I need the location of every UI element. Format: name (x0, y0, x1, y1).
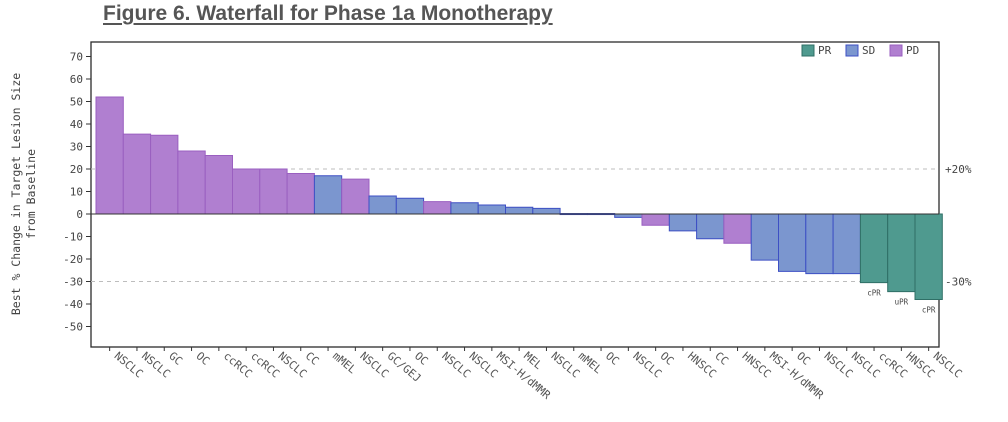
bar (204, 155, 233, 215)
reference-line-label: -30% (945, 276, 972, 289)
bar (259, 168, 288, 215)
y-tick-label: 50 (70, 96, 83, 109)
y-axis-title: Best % Change in Target Lesion Sizefrom … (9, 73, 38, 315)
legend: PR SD PD (801, 44, 919, 57)
bar (641, 213, 670, 226)
y-tick-label: 0 (76, 208, 83, 221)
x-tick-label: NSCLC (849, 349, 883, 380)
x-tick-label: ccRCC (221, 349, 255, 380)
bar (395, 197, 425, 215)
y-axis-title-line: from Baseline (24, 149, 38, 239)
bars (95, 96, 943, 300)
y-tick-label: 20 (70, 163, 83, 176)
bar (805, 213, 834, 275)
x-tick-label: OC (194, 349, 213, 367)
x-tick-label: NSCLC (276, 349, 310, 380)
x-tick-label: NSCLC (467, 349, 501, 380)
x-tick-label: NSCLC (931, 349, 965, 380)
legend-label: SD (862, 44, 875, 57)
bar (914, 213, 943, 300)
bar (505, 206, 534, 215)
bar (723, 213, 752, 244)
bar (859, 213, 889, 284)
x-tick-label: HNSCC (740, 349, 774, 380)
x-tick-label: NSCLC (822, 349, 856, 380)
x-tick-label: mMEL (330, 349, 359, 376)
bar (750, 213, 780, 261)
legend-item: SD (845, 44, 875, 57)
x-tick-label: CC (712, 349, 731, 367)
x-tick-label: OC (794, 349, 813, 367)
legend-swatch (889, 44, 903, 57)
y-tick-label: 60 (70, 73, 83, 86)
legend-item: PD (889, 44, 919, 57)
x-tick-label: NSCLC (439, 349, 473, 380)
y-tick-label: 40 (70, 118, 83, 131)
bar (477, 204, 507, 215)
y-tick-label: -30 (63, 276, 83, 289)
x-tick-label: NSCLC (112, 349, 146, 380)
bar (150, 134, 179, 215)
x-tick-label: HNSCC (903, 349, 937, 380)
bar (286, 173, 315, 215)
bar (313, 175, 343, 215)
y-axis-title-line: Best % Change in Target Lesion Size (9, 73, 23, 315)
legend-swatch (801, 44, 815, 57)
y-tick-label: 70 (70, 51, 83, 64)
y-tick-label: -10 (63, 231, 83, 244)
x-tick-label: HNSCC (685, 349, 719, 380)
x-tick-label: NSCLC (139, 349, 173, 380)
bar (614, 213, 643, 218)
y-tick-label: 10 (70, 186, 83, 199)
legend-item: PR (801, 44, 832, 57)
y-tick-label: -20 (63, 253, 83, 266)
bar (450, 202, 479, 215)
bar (778, 213, 807, 272)
bar (532, 207, 561, 215)
reference-line-label: +20% (945, 163, 972, 176)
bar (696, 213, 725, 240)
bar-annotation: uPR (895, 298, 909, 307)
y-tick-label: -40 (63, 298, 83, 311)
x-tick-label: CC (303, 349, 322, 367)
x-tick-label: NSCLC (549, 349, 583, 380)
legend-label: PR (818, 44, 832, 57)
legend-label: PD (906, 44, 919, 57)
bar (341, 178, 370, 215)
x-tick-label: NSCLC (630, 349, 664, 380)
bar (95, 96, 124, 215)
y-tick-label: -50 (63, 321, 83, 334)
figure-title: Figure 6. Waterfall for Phase 1a Monothe… (103, 2, 553, 25)
plot-frame (90, 41, 940, 348)
y-axis-ticks: 70 60 50 40 30 20 10 0 -10 -20 -30 -40 -50 (63, 51, 91, 334)
bar (368, 195, 397, 215)
bar (177, 150, 206, 215)
bar-annotations: cPR uPR cPR (867, 289, 936, 315)
x-tick-label: NSCLC (357, 349, 391, 380)
bar (832, 213, 861, 275)
reference-lines: +20% -30% (91, 163, 972, 289)
bar-annotation: cPR (867, 289, 881, 298)
x-tick-label: GC (166, 349, 185, 367)
legend-swatch (845, 44, 859, 57)
x-tick-label: ccRCC (876, 349, 910, 380)
bar (423, 201, 452, 215)
y-tick-label: 30 (70, 141, 83, 154)
bar-annotation: cPR (922, 306, 936, 315)
x-tick-label: OC (603, 349, 622, 367)
x-tick-label: OC (658, 349, 677, 367)
bar (232, 168, 261, 215)
bar (122, 133, 152, 215)
x-tick-label: OC (412, 349, 431, 367)
x-tick-label: ccRCC (248, 349, 282, 380)
bar (668, 213, 698, 232)
bar (887, 213, 916, 293)
y-axis-label: Best % Change in Target Lesion Sizefrom … (9, 73, 38, 315)
